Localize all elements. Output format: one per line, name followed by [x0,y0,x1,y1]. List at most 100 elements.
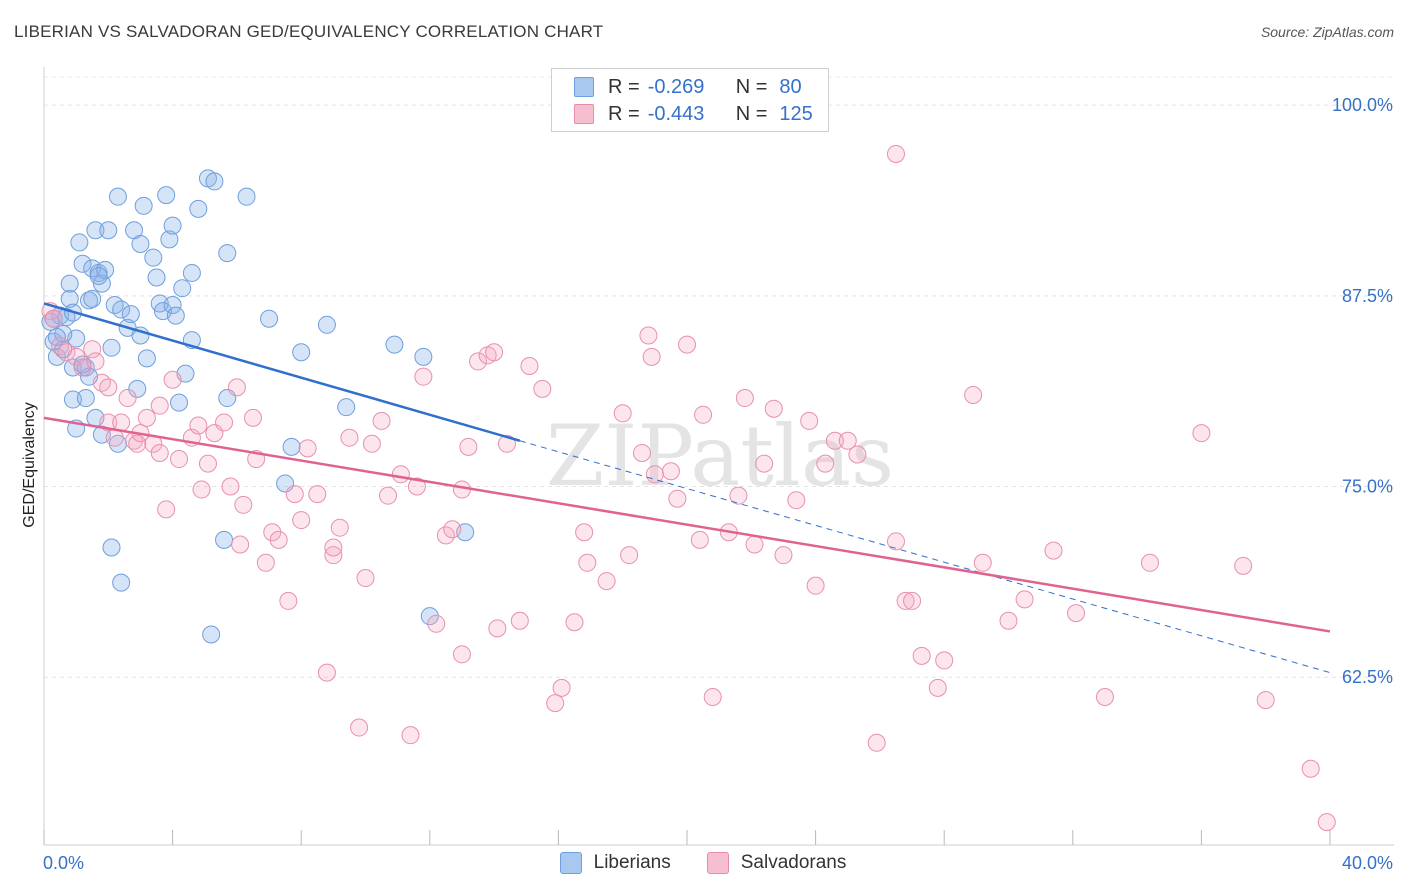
liberian-point [60,274,79,293]
salvadoran-point [838,431,857,450]
n-value: 80 [779,75,802,98]
salvadoran-point [1234,556,1253,575]
salvadoran-point [118,389,137,408]
salvadoran-point [999,611,1018,630]
salvadoran-point [263,523,282,542]
axes [43,67,1394,846]
liberian-point [202,625,221,644]
salvadoran-point [443,520,462,539]
salvadoran-point [1015,590,1034,609]
liberians-swatch [574,77,594,97]
salvadoran-point [848,445,867,464]
liberian-point [260,309,279,328]
salvadoran-point [67,347,86,366]
liberian-point [157,186,176,205]
salvadoran-point [935,651,954,670]
liberian-point [237,187,256,206]
liberian-point [47,347,66,366]
salvadoran-point [356,569,375,588]
salvadoran-point [401,726,420,745]
n-value: 125 [779,102,813,125]
salvadoran-point [928,678,947,697]
salvadoran-point [414,367,433,386]
salvadoran-point [285,485,304,504]
x-tick-max: 40.0% [1341,853,1393,873]
series-legend: Liberians Salvadorans [0,852,1406,874]
legend-row-liberians: R = -0.269 N = 80 [574,75,802,99]
salvadoran-point [886,532,905,551]
salvadoran-point [163,370,182,389]
liberian-point [131,234,150,253]
salvadoran-point [215,413,234,432]
salvadoran-point [112,413,131,432]
y-tick-label: 87.5% [1342,286,1393,306]
salvadoran-point [678,335,696,354]
liberian-point [385,335,404,354]
salvadoran-point [452,645,471,664]
salvadoran-point [510,611,529,630]
salvadoran-point [340,428,359,447]
legend-row-salvadorans: R = -0.443 N = 125 [574,102,813,126]
salvadoran-point [459,437,478,456]
salvadoran-point [745,535,764,554]
data-points [41,144,1336,832]
liberians-swatch [559,852,582,874]
liberian-point [99,221,118,240]
salvadoran-point [668,489,687,508]
salvadoran-point [407,477,426,496]
salvadoran-point [597,572,616,591]
salvadoran-point [800,411,819,430]
salvadoran-point [330,518,349,537]
legend-item-liberians[interactable]: Liberians [559,852,671,874]
salvadoran-point [221,477,240,496]
salvadoran-point [552,678,571,697]
liberian-point [137,349,156,368]
salvadoran-point [256,553,275,572]
salvadoran-point [533,379,552,398]
salvadoran-point [729,486,748,505]
salvadoran-point [92,373,111,392]
salvadoran-point [546,694,565,713]
source-credit: Source: ZipAtlas.com [1260,24,1394,40]
liberian-point [420,607,439,626]
salvadoran-point [86,352,105,371]
liberian-point [134,196,153,215]
salvadoran-point [632,443,651,462]
salvadoran-point [690,530,709,549]
salvadoran-point [379,486,398,505]
salvadoran-point [575,523,594,542]
salvadoran-point [324,546,343,565]
legend-item-salvadorans[interactable]: Salvadorans [706,852,846,874]
salvadoran-point [620,546,639,565]
salvadoran-point [372,411,391,430]
salvadoran-point [469,352,488,371]
x-tick-min: 0.0% [43,853,85,873]
salvadoran-point [488,619,507,638]
liberian-point [102,338,121,357]
salvadoran-point [227,378,246,397]
r-label: R = [608,75,640,98]
salvadoran-point [1067,604,1086,623]
liberian-point [163,216,182,235]
liberian-point [182,263,201,282]
liberian-point [147,268,166,287]
salvadoran-point [639,326,658,345]
salvadoran-point [1256,691,1275,710]
salvadoran-point [308,485,327,504]
liberian-point [63,358,82,377]
liberian-point [83,289,102,308]
liberian-point [112,573,131,592]
salvadoran-point [642,347,661,366]
salvadoran-point [520,356,539,375]
salvadoran-point [157,500,176,519]
salvadoran-point [825,431,844,450]
salvadoran-point [806,576,825,595]
liberian-point [218,244,237,263]
liberian-point [163,295,182,314]
liberian-point [317,315,336,334]
liberian-trend-line [43,302,521,442]
salvadoran-point [298,439,317,458]
liberian-point [414,347,433,366]
salvadoran-point [44,309,63,328]
salvadoran-point [324,538,343,557]
